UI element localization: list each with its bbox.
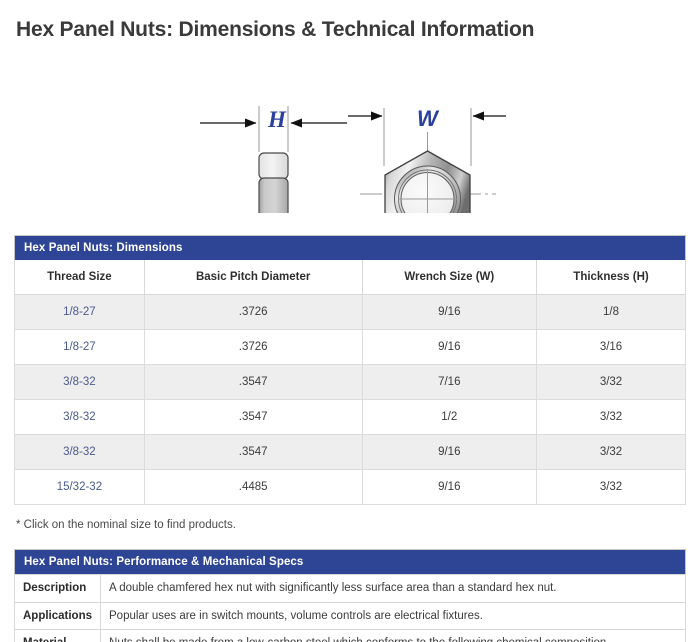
cell-wrench-size: 9/16: [361, 469, 538, 505]
thread-size-link[interactable]: 1/8-27: [63, 306, 96, 318]
cell-thickness: 3/32: [536, 399, 686, 435]
thread-size-link[interactable]: 3/8-32: [63, 376, 96, 388]
cell-wrench-size: 7/16: [361, 364, 538, 400]
cell-thickness: 3/32: [536, 434, 686, 470]
spec-row-description: Description A double chamfered hex nut w…: [13, 574, 686, 603]
spec-label-description: Description: [13, 574, 102, 603]
spec-row-applications: Applications Popular uses are in switch …: [13, 601, 686, 631]
cell-pitch-diameter: .4485: [143, 469, 363, 505]
spec-value-applications: Popular uses are in switch mounts, volum…: [100, 601, 686, 631]
thread-size-link[interactable]: 15/32-32: [56, 481, 103, 493]
cell-thread-size: 3/8-32: [14, 364, 145, 400]
spec-label-material: Material: [13, 629, 102, 642]
cell-pitch-diameter: .3726: [143, 329, 363, 365]
page-title: Hex Panel Nuts: Dimensions & Technical I…: [16, 18, 535, 41]
table-row: 3/8-32 .3547 1/2 3/32: [14, 399, 686, 435]
cell-wrench-size: 9/16: [361, 434, 538, 470]
column-header-thickness: Thickness (H): [536, 260, 686, 295]
specs-table: Hex Panel Nuts: Performance & Mechanical…: [13, 549, 686, 642]
cell-pitch-diameter: .3547: [143, 399, 363, 435]
dimensions-banner: Hex Panel Nuts: Dimensions: [14, 235, 686, 260]
table-footnote: * Click on the nominal size to find prod…: [16, 519, 236, 531]
dimensions-header-row: Thread Size Basic Pitch Diameter Wrench …: [14, 260, 686, 295]
cell-pitch-diameter: .3547: [143, 434, 363, 470]
dimension-diagram: H W: [0, 48, 700, 213]
thread-size-link[interactable]: 3/8-32: [63, 446, 96, 458]
table-row: 15/32-32 .4485 9/16 3/32: [14, 469, 686, 505]
cell-wrench-size: 9/16: [361, 294, 538, 330]
spec-label-applications: Applications: [13, 601, 102, 631]
specs-banner: Hex Panel Nuts: Performance & Mechanical…: [14, 549, 686, 575]
table-row: 1/8-27 .3726 9/16 3/16: [14, 329, 686, 365]
material-text-primary: Nuts shall be made from a low-carbon ste…: [109, 635, 677, 642]
cell-thread-size: 3/8-32: [14, 399, 145, 435]
spec-value-material: Nuts shall be made from a low-carbon ste…: [100, 629, 686, 642]
dimensions-table: Hex Panel Nuts: Dimensions Thread Size B…: [14, 235, 686, 505]
table-row: 3/8-32 .3547 9/16 3/32: [14, 434, 686, 470]
table-row: 3/8-32 .3547 7/16 3/32: [14, 364, 686, 400]
cell-wrench-size: 9/16: [361, 329, 538, 365]
thread-size-link[interactable]: 1/8-27: [63, 341, 96, 353]
thread-size-link[interactable]: 3/8-32: [63, 411, 96, 423]
column-header-pitch-diameter: Basic Pitch Diameter: [143, 260, 363, 295]
cell-thread-size: 15/32-32: [14, 469, 145, 505]
cell-thickness: 3/16: [536, 329, 686, 365]
cell-thread-size: 3/8-32: [14, 434, 145, 470]
spec-value-description: A double chamfered hex nut with signific…: [100, 574, 686, 603]
specs-banner-row: Hex Panel Nuts: Performance & Mechanical…: [14, 549, 686, 575]
cell-thickness: 3/32: [536, 469, 686, 505]
width-dimension-label: W: [417, 106, 438, 131]
thickness-dimension-label: H: [268, 107, 286, 132]
cell-wrench-size: 1/2: [361, 399, 538, 435]
spec-row-material: Material Nuts shall be made from a low-c…: [13, 629, 686, 642]
specs-table-wrap: Hex Panel Nuts: Performance & Mechanical…: [13, 549, 686, 642]
cell-pitch-diameter: .3726: [143, 294, 363, 330]
cell-pitch-diameter: .3547: [143, 364, 363, 400]
cell-thread-size: 1/8-27: [14, 294, 145, 330]
cell-thread-size: 1/8-27: [14, 329, 145, 365]
cell-thickness: 3/32: [536, 364, 686, 400]
column-header-wrench-size: Wrench Size (W): [361, 260, 538, 295]
dimensions-banner-row: Hex Panel Nuts: Dimensions: [14, 235, 686, 260]
dimensions-table-wrap: Hex Panel Nuts: Dimensions Thread Size B…: [14, 235, 686, 505]
diagram-svg: [200, 106, 506, 213]
table-row: 1/8-27 .3726 9/16 1/8: [14, 294, 686, 330]
column-header-thread-size: Thread Size: [14, 260, 145, 295]
cell-thickness: 1/8: [536, 294, 686, 330]
